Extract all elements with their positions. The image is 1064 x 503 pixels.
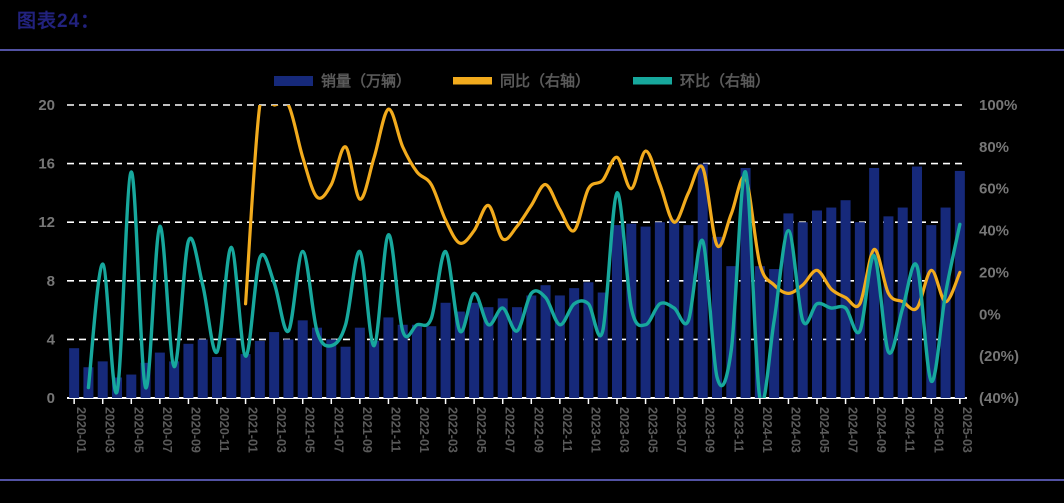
svg-text:20: 20 <box>38 97 55 114</box>
svg-text:2023-03: 2023-03 <box>617 407 631 453</box>
svg-text:2024-03: 2024-03 <box>788 407 802 453</box>
svg-text:2021-09: 2021-09 <box>360 407 374 453</box>
svg-text:8: 8 <box>47 273 55 290</box>
svg-text:2023-09: 2023-09 <box>703 407 717 453</box>
svg-text:2020-09: 2020-09 <box>188 407 202 453</box>
svg-text:2021-11: 2021-11 <box>388 407 402 452</box>
svg-text:2024-01: 2024-01 <box>760 407 774 453</box>
svg-text:16: 16 <box>38 156 55 173</box>
svg-text:60%: 60% <box>979 181 1009 198</box>
svg-text:2021-07: 2021-07 <box>331 407 345 453</box>
svg-text:2021-01: 2021-01 <box>246 407 260 453</box>
svg-text:100%: 100% <box>979 97 1017 114</box>
svg-text:2023-01: 2023-01 <box>588 407 602 453</box>
svg-text:2021-03: 2021-03 <box>274 407 288 453</box>
svg-text:2020-07: 2020-07 <box>160 407 174 453</box>
svg-text:2025-01: 2025-01 <box>931 407 945 453</box>
svg-text:2024-05: 2024-05 <box>817 407 831 453</box>
svg-text:2022-07: 2022-07 <box>503 407 517 453</box>
svg-text:2025-03: 2025-03 <box>960 407 974 453</box>
svg-text:0%: 0% <box>979 306 1001 323</box>
svg-text:环比（右轴）: 环比（右轴） <box>680 72 770 90</box>
svg-text:40%: 40% <box>979 223 1009 240</box>
svg-text:销量（万辆）: 销量（万辆） <box>321 72 411 90</box>
svg-text:2022-09: 2022-09 <box>531 407 545 453</box>
svg-text:20%: 20% <box>979 264 1009 281</box>
svg-text:2023-11: 2023-11 <box>731 407 745 452</box>
svg-text:2020-05: 2020-05 <box>131 407 145 453</box>
svg-text:2024-09: 2024-09 <box>874 407 888 453</box>
svg-text:2020-01: 2020-01 <box>74 407 88 453</box>
svg-text:2022-03: 2022-03 <box>446 407 460 453</box>
svg-text:(40%): (40%) <box>979 390 1019 407</box>
svg-text:12: 12 <box>38 214 55 231</box>
svg-text:2024-07: 2024-07 <box>846 407 860 453</box>
svg-text:2024-11: 2024-11 <box>903 407 917 452</box>
svg-text:(20%): (20%) <box>979 348 1019 365</box>
svg-text:2022-01: 2022-01 <box>417 407 431 453</box>
svg-text:80%: 80% <box>979 139 1009 156</box>
svg-text:2022-11: 2022-11 <box>560 407 574 452</box>
svg-text:同比（右轴）: 同比（右轴） <box>500 72 590 90</box>
svg-text:4: 4 <box>47 331 56 348</box>
svg-text:0: 0 <box>47 390 55 407</box>
svg-text:2022-05: 2022-05 <box>474 407 488 453</box>
svg-text:2020-11: 2020-11 <box>217 407 231 452</box>
svg-text:2020-03: 2020-03 <box>103 407 117 453</box>
svg-text:2023-07: 2023-07 <box>674 407 688 453</box>
svg-text:2023-05: 2023-05 <box>646 407 660 453</box>
svg-text:2021-05: 2021-05 <box>303 407 317 453</box>
